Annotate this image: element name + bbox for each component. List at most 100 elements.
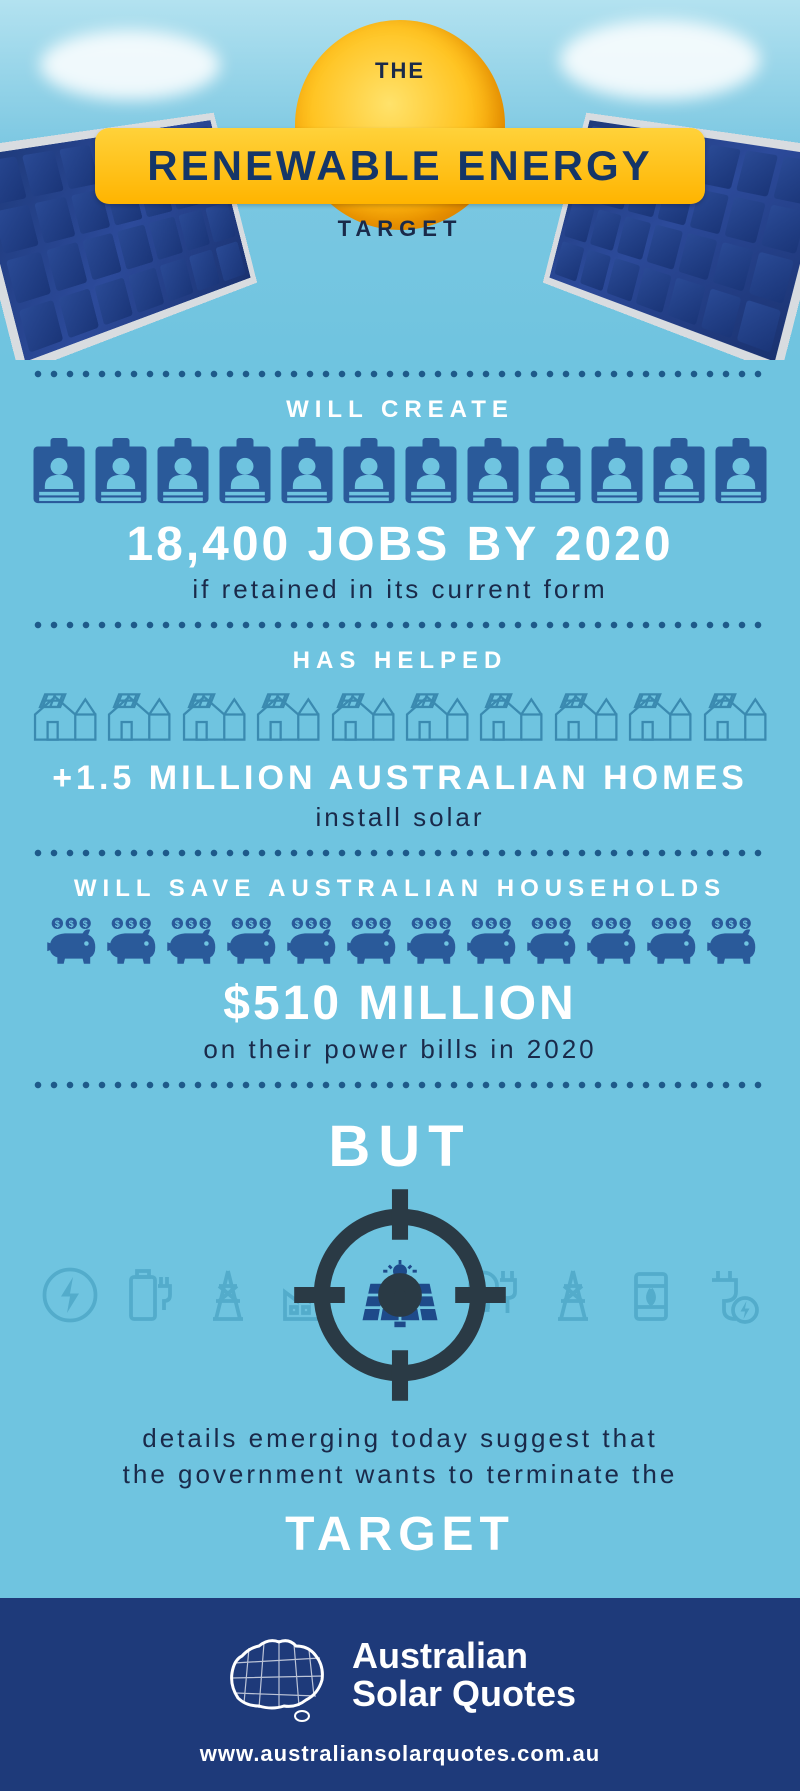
svg-text:$: $ xyxy=(669,919,674,929)
divider xyxy=(30,1081,770,1089)
piggy-bank-icon: $ $ $ xyxy=(342,917,398,965)
title-main: RENEWABLE ENERGY xyxy=(147,142,652,190)
piggy-bank-icon: $ $ $ xyxy=(42,917,98,965)
svg-text:$: $ xyxy=(729,919,734,929)
title-pre: THE xyxy=(295,58,505,84)
svg-text:$: $ xyxy=(655,919,660,929)
svg-text:$: $ xyxy=(683,919,688,929)
svg-text:$: $ xyxy=(175,919,180,929)
house-solar-icon xyxy=(30,689,100,745)
savings-icon-row: $$$$$$$$$$$$$$$$$$$$$$$$$$$$$$$$$$$$ xyxy=(30,917,770,965)
id-badge-icon xyxy=(216,438,274,506)
piggy-bank-icon: $ $ $ xyxy=(702,917,758,965)
svg-text:$: $ xyxy=(549,919,554,929)
id-badge-icon xyxy=(278,438,336,506)
svg-text:$: $ xyxy=(383,919,388,929)
homes-sub: install solar xyxy=(30,802,770,833)
svg-text:$: $ xyxy=(203,919,208,929)
svg-text:$: $ xyxy=(189,919,194,929)
jobs-stat: 18,400 JOBS BY 2020 xyxy=(30,520,770,570)
jobs-label: WILL CREATE xyxy=(30,396,770,424)
brand-line2: Solar Quotes xyxy=(352,1675,576,1713)
piggy-bank-icon: $$$ xyxy=(102,917,158,965)
footer-url: www.australiansolarquotes.com.au xyxy=(0,1741,800,1767)
crosshair-icon xyxy=(285,1180,515,1410)
id-badge-icon xyxy=(650,438,708,506)
svg-text:$: $ xyxy=(309,919,314,929)
piggy-bank-icon: $ $ $ xyxy=(402,917,458,965)
id-badge-icon xyxy=(30,438,88,506)
id-badge-icon xyxy=(464,438,522,506)
svg-text:$: $ xyxy=(369,919,374,929)
svg-text:$: $ xyxy=(623,919,628,929)
house-solar-icon xyxy=(253,689,323,745)
svg-text:$: $ xyxy=(715,919,720,929)
svg-text:$: $ xyxy=(609,919,614,929)
house-solar-icon xyxy=(328,689,398,745)
house-solar-icon xyxy=(402,689,472,745)
house-solar-icon xyxy=(179,689,249,745)
jobs-section: WILL CREATE 18,400 JOBS BY 2020 if retai… xyxy=(0,388,800,611)
svg-text:$: $ xyxy=(503,919,508,929)
svg-text:$: $ xyxy=(83,919,88,929)
piggy-bank-icon: $$$ xyxy=(582,917,638,965)
piggy-bank-icon: $ $ $ xyxy=(282,917,338,965)
brand-line1: Australian xyxy=(352,1637,576,1675)
id-badge-icon xyxy=(340,438,398,506)
svg-text:$: $ xyxy=(415,919,420,929)
id-badge-icon xyxy=(588,438,646,506)
svg-text:$: $ xyxy=(115,919,120,929)
divider xyxy=(30,621,770,629)
svg-text:$: $ xyxy=(743,919,748,929)
id-badge-icon xyxy=(402,438,460,506)
homes-stat: +1.5 MILLION AUSTRALIAN HOMES xyxy=(30,759,770,798)
piggy-bank-icon: $ $ $ xyxy=(642,917,698,965)
svg-text:$: $ xyxy=(295,919,300,929)
id-badge-icon xyxy=(526,438,584,506)
svg-text:$: $ xyxy=(443,919,448,929)
header-section: THE RENEWABLE ENERGY TARGET xyxy=(0,0,800,360)
battery-icon xyxy=(119,1265,179,1325)
jobs-sub: if retained in its current form xyxy=(30,574,770,605)
svg-text:$: $ xyxy=(323,919,328,929)
tower-icon xyxy=(198,1265,258,1325)
infographic: THE RENEWABLE ENERGY TARGET WILL CREATE … xyxy=(0,0,800,1791)
australia-map-icon xyxy=(224,1628,334,1723)
footer-logo: Australian Solar Quotes xyxy=(0,1628,800,1723)
homes-label: HAS HELPED xyxy=(30,647,770,675)
footer: Australian Solar Quotes www.australianso… xyxy=(0,1598,800,1791)
id-badge-icon xyxy=(154,438,212,506)
svg-text:$: $ xyxy=(143,919,148,929)
house-solar-icon xyxy=(476,689,546,745)
piggy-bank-icon: $$$ xyxy=(522,917,578,965)
svg-text:$: $ xyxy=(235,919,240,929)
homes-icon-row xyxy=(30,689,770,745)
id-badge-icon xyxy=(712,438,770,506)
divider xyxy=(30,849,770,857)
svg-text:$: $ xyxy=(69,919,74,929)
title-post: TARGET xyxy=(0,216,800,242)
piggy-bank-icon: $ $ $ xyxy=(462,917,518,965)
house-solar-icon xyxy=(700,689,770,745)
svg-text:$: $ xyxy=(489,919,494,929)
savings-sub: on their power bills in 2020 xyxy=(30,1034,770,1065)
tower-icon xyxy=(543,1265,603,1325)
title-banner: RENEWABLE ENERGY xyxy=(95,128,705,204)
svg-text:$: $ xyxy=(355,919,360,929)
svg-text:$: $ xyxy=(55,919,60,929)
crosshair-graphic xyxy=(30,1190,770,1400)
svg-text:$: $ xyxy=(263,919,268,929)
svg-text:$: $ xyxy=(475,919,480,929)
savings-section: WILL SAVE AUSTRALIAN HOUSEHOLDS $$$$$$$$… xyxy=(0,867,800,1070)
svg-text:$: $ xyxy=(429,919,434,929)
title-area: THE RENEWABLE ENERGY TARGET xyxy=(0,20,800,360)
homes-section: HAS HELPED +1.5 MILLION AUSTRALIAN HOMES… xyxy=(0,639,800,839)
but-detail: details emerging today suggest thatthe g… xyxy=(30,1420,770,1493)
but-section: BUT details emerging today suggest thatt… xyxy=(0,1099,800,1598)
svg-text:$: $ xyxy=(563,919,568,929)
house-solar-icon xyxy=(551,689,621,745)
divider xyxy=(30,370,770,378)
bolt-icon xyxy=(40,1265,100,1325)
piggy-bank-icon: $ $ $ xyxy=(162,917,218,965)
house-solar-icon xyxy=(625,689,695,745)
